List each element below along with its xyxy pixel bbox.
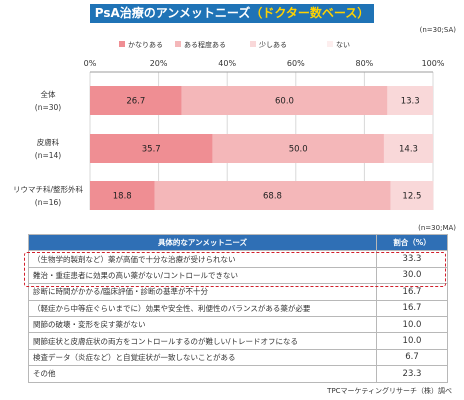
need-text: 関節の破壊・変形を戻す薬がない xyxy=(28,315,377,334)
table-row: 検査データ（炎症など）と自覚症状が一致しないことがある 6.7 xyxy=(28,348,448,367)
bar-segment xyxy=(181,86,388,115)
legend-label: かなりある xyxy=(128,41,163,49)
bar-segment xyxy=(390,181,434,210)
table-row: 診断に時間がかかる/臨床評価・診断の基準が不十分 16.7 xyxy=(28,283,448,301)
x-tick-label: 20% xyxy=(150,59,168,68)
bar-value-label: 68.8 xyxy=(263,192,282,202)
bar-value-label: 26.7 xyxy=(126,97,145,107)
table-row: 関節の破壊・変形を戻す薬がない 10.0 xyxy=(28,315,448,334)
category-label: 全体 xyxy=(41,89,56,99)
header-ratio: 割合（%） xyxy=(376,233,448,252)
legend-swatch xyxy=(250,41,256,47)
legend-swatch xyxy=(175,41,181,47)
bar-value-label: 35.7 xyxy=(142,145,161,155)
category-n-label: (n=14) xyxy=(35,151,62,160)
bar-value-label: 60.0 xyxy=(275,97,294,107)
table-row: その他 23.3 xyxy=(28,365,448,383)
table-header-row: 具体的なアンメットニーズ 割合（%） xyxy=(28,233,448,252)
category-label: 皮膚科 xyxy=(37,137,60,147)
x-tick-label: 0% xyxy=(84,59,97,68)
sample-note-table: (n=30;MA) xyxy=(418,224,456,232)
sample-note-top: (n=30;SA) xyxy=(419,26,456,34)
category-n-label: (n=30) xyxy=(35,103,62,112)
source-footer: TPCマーケティングリサーチ（株）調べ xyxy=(327,387,452,395)
need-ratio: 30.0 xyxy=(376,266,448,285)
need-ratio: 10.0 xyxy=(376,332,448,350)
chart-title: PsA治療のアンメットニーズ（ドクター数ベース） xyxy=(90,4,374,23)
need-text: 難治・重症患者に効果の高い薬がない/コントロールできない xyxy=(28,266,377,285)
bar-value-label: 18.8 xyxy=(113,192,132,202)
category-label: リウマチ科/整形外科 xyxy=(13,184,84,194)
need-ratio: 33.3 xyxy=(376,250,448,268)
table-row: （生物学的製剤など）薬が高価で十分な治療が受けられない 33.3 xyxy=(28,250,448,268)
bar-value-label: 14.3 xyxy=(399,145,418,155)
x-tick-label: 100% xyxy=(422,59,445,68)
header-needs: 具体的なアンメットニーズ xyxy=(28,233,377,252)
stacked-bar-chart: かなりある ある程度ある 少しある ない 0% 20% 40% 60% 80% 100% 26.7 6… xyxy=(13,40,445,210)
bar-segment xyxy=(90,86,182,115)
bar-segment xyxy=(154,181,391,210)
legend-label: ある程度ある xyxy=(184,40,226,49)
bar-value-label: 50.0 xyxy=(289,145,308,155)
need-text: （生物学的製剤など）薬が高価で十分な治療が受けられない xyxy=(28,250,377,268)
category-n-label: (n=16) xyxy=(35,198,62,207)
table-row: （軽症から中等症ぐらいまでに）効果や安全性、利便性のバランスがある薬が必要 16.… xyxy=(28,299,448,317)
need-ratio: 23.3 xyxy=(376,365,448,383)
need-text: （軽症から中等症ぐらいまでに）効果や安全性、利便性のバランスがある薬が必要 xyxy=(28,299,377,317)
legend-label: ない xyxy=(336,41,350,49)
bar-value-label: 12.5 xyxy=(402,192,421,202)
table-body: （生物学的製剤など）薬が高価で十分な治療が受けられない 33.3 難治・重症患者に効… xyxy=(28,250,448,383)
bar-segment xyxy=(90,181,155,210)
x-tick-label: 40% xyxy=(218,59,236,68)
need-ratio: 16.7 xyxy=(376,299,448,317)
need-ratio: 10.0 xyxy=(376,315,448,334)
x-tick-label: 60% xyxy=(287,59,305,68)
bar-segment xyxy=(387,86,433,115)
need-text: 関節症状と皮膚症状の両方をコントロールするのが難しい/トレードオフになる xyxy=(28,332,377,350)
table-row: 難治・重症患者に効果の高い薬がない/コントロールできない 30.0 xyxy=(28,266,448,285)
legend-swatch xyxy=(119,41,125,47)
table-row: 関節症状と皮膚症状の両方をコントロールするのが難しい/トレードオフになる 10.0 xyxy=(28,332,448,350)
legend-swatch xyxy=(327,41,333,47)
need-ratio: 16.7 xyxy=(376,283,448,301)
need-text: 検査データ（炎症など）と自覚症状が一致しないことがある xyxy=(28,348,377,367)
bar-segment xyxy=(212,134,384,163)
need-ratio: 6.7 xyxy=(376,348,448,367)
unmet-needs-table: 具体的なアンメットニーズ 割合（%） （生物学的製剤など）薬が高価で十分な治療が… xyxy=(28,233,448,383)
x-tick-label: 80% xyxy=(356,59,374,68)
need-text: その他 xyxy=(28,365,377,383)
chart-title-main: PsA治療のアンメットニーズ xyxy=(94,6,251,20)
bar-segment xyxy=(90,134,213,163)
legend-label: 少しある xyxy=(259,41,287,49)
chart-title-highlight: （ドクター数ベース） xyxy=(250,6,370,20)
bar-segment xyxy=(383,134,433,163)
need-text: 診断に時間がかかる/臨床評価・診断の基準が不十分 xyxy=(28,283,377,301)
bar-value-label: 13.3 xyxy=(401,97,420,107)
